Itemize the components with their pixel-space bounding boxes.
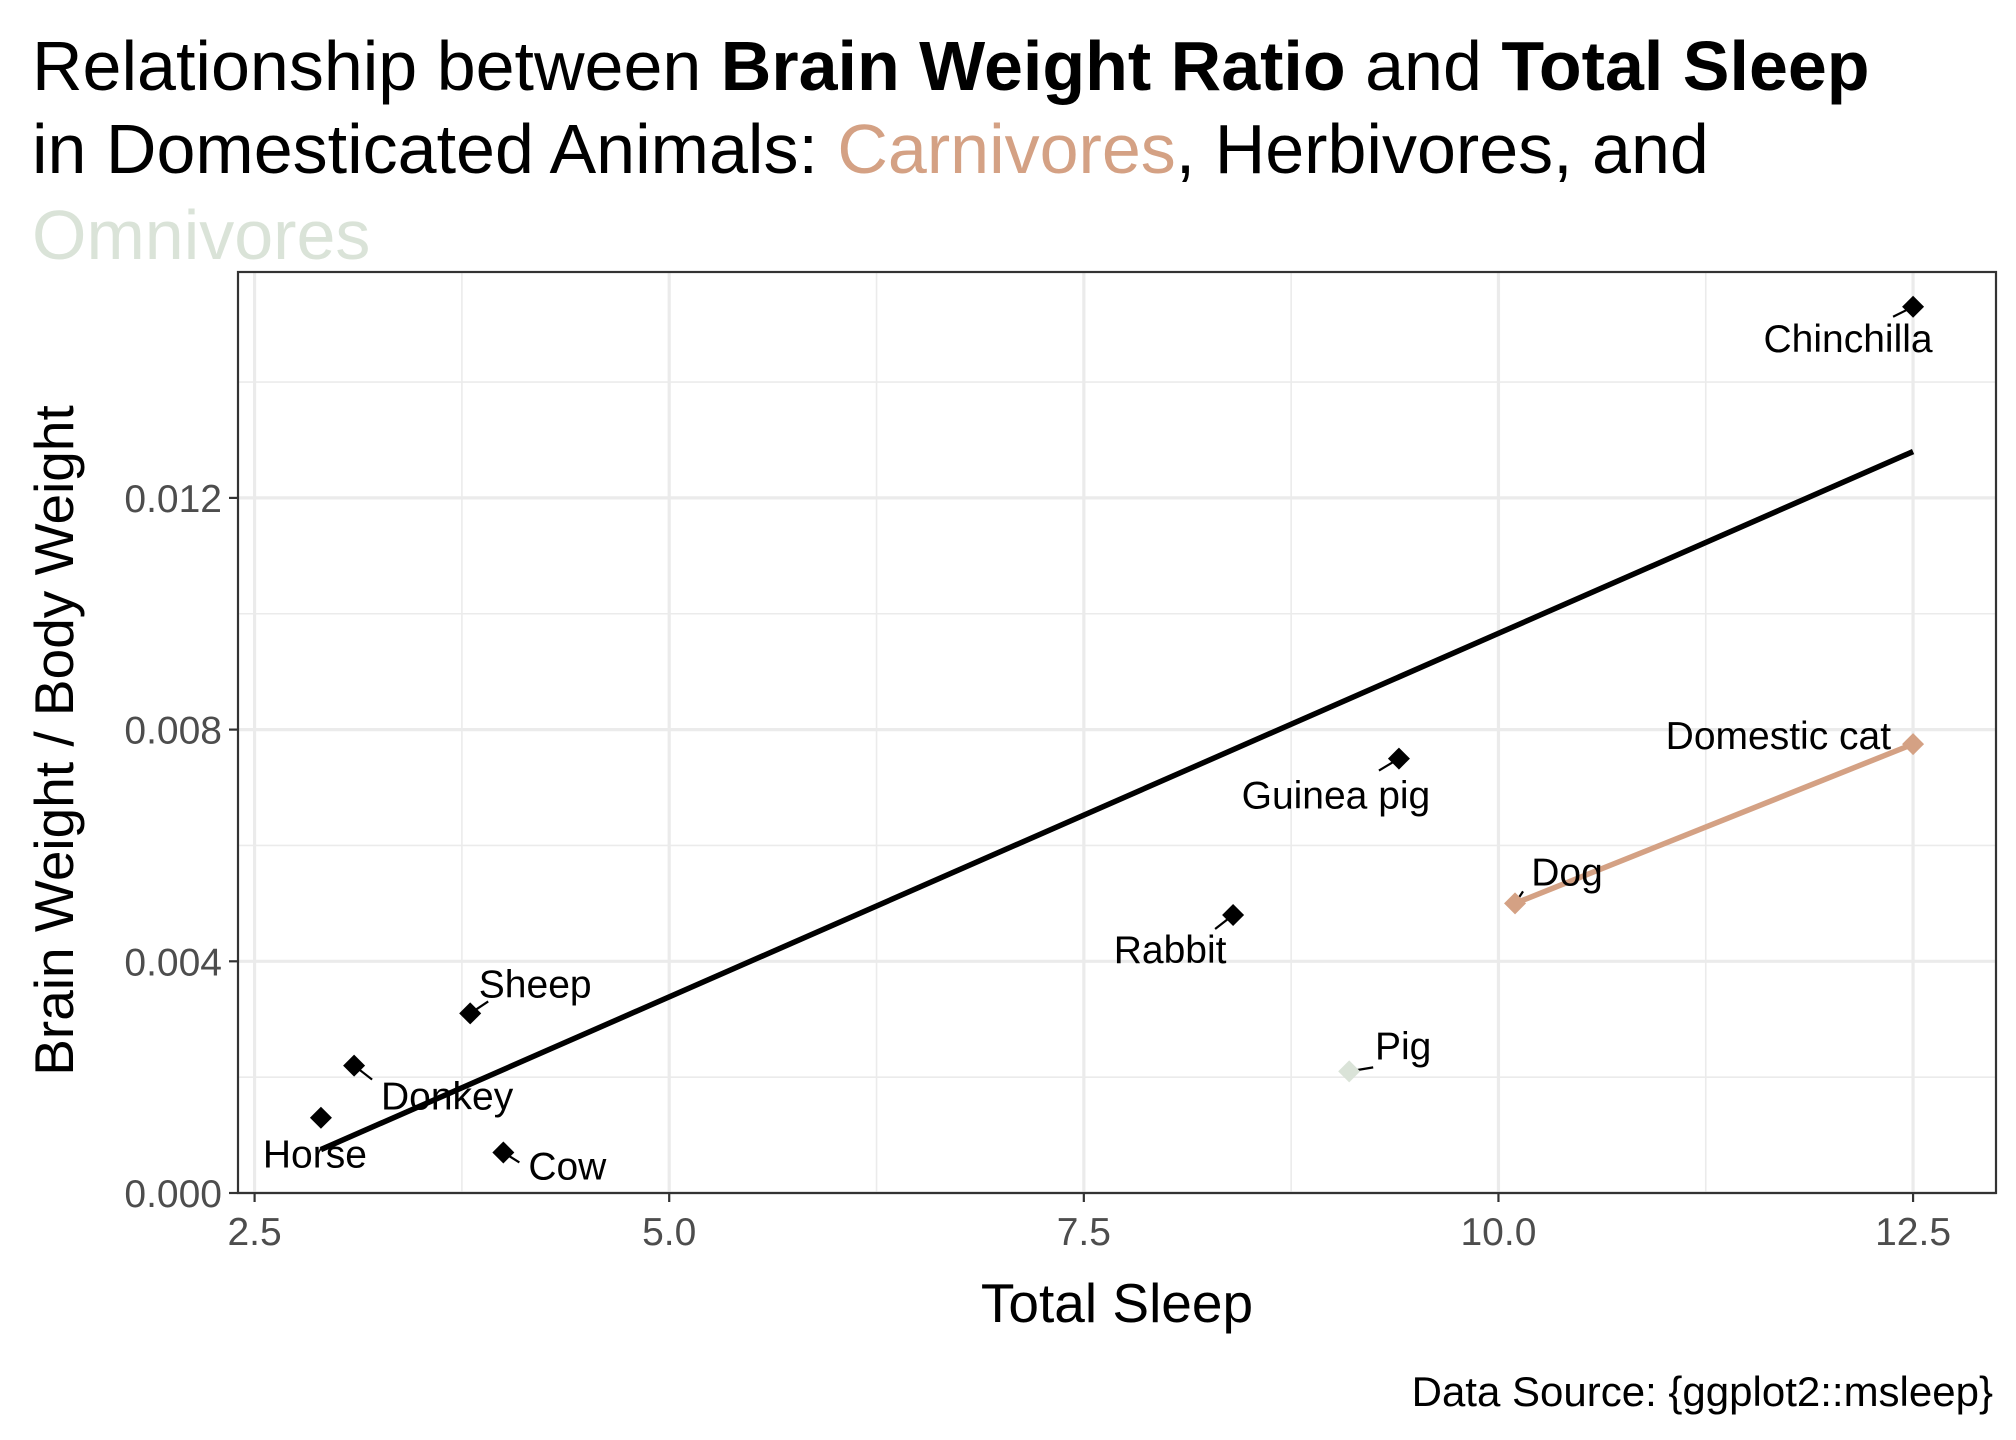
trend-line-carni: [1514, 741, 1915, 906]
title-text-2: and: [1345, 27, 1502, 105]
y-tick-label: 0.008: [124, 710, 222, 753]
data-point-pig: [1338, 1060, 1361, 1083]
data-label-domestic-cat: Domestic cat: [1666, 715, 1892, 758]
title-omnivores: Omnivores: [32, 196, 371, 274]
data-label-pig: Pig: [1375, 1025, 1431, 1068]
x-tick-label: 5.0: [642, 1211, 696, 1254]
data-point-horse: [309, 1106, 332, 1129]
title-brain-weight-ratio: Brain Weight Ratio: [720, 27, 1346, 105]
panel-border: [236, 270, 1998, 1195]
chart-title-line-1: Relationship between Brain Weight Ratio …: [32, 31, 1870, 101]
x-tick-label: 2.5: [227, 1211, 281, 1254]
data-point-cow: [492, 1141, 515, 1164]
title-text-4: , Herbivores, and: [1175, 110, 1709, 188]
chart-title-line-3: Omnivores: [32, 200, 370, 270]
chart-title-line-2: in Domesticated Animals: Carnivores, Her…: [32, 114, 1709, 184]
data-point-chinchilla: [1902, 295, 1925, 318]
x-tick-label: 10.0: [1460, 1211, 1536, 1254]
title-text-3: in Domesticated Animals:: [32, 110, 838, 188]
data-label-guinea-pig: Guinea pig: [1242, 775, 1431, 818]
data-point-guinea-pig: [1387, 747, 1410, 770]
data-point-donkey: [343, 1054, 366, 1077]
data-point-domestic-cat: [1902, 733, 1925, 756]
y-axis-title: Brain Weight / Body Weight: [23, 405, 85, 1076]
x-tick-label: 7.5: [1057, 1211, 1111, 1254]
y-tick-label: 0.000: [124, 1173, 222, 1216]
data-label-dog: Dog: [1531, 851, 1603, 894]
x-axis-title: Total Sleep: [981, 1272, 1253, 1334]
data-source-caption: Data Source: {ggplot2::msleep}: [1411, 1368, 1993, 1415]
data-label-horse: Horse: [263, 1134, 367, 1177]
title-total-sleep: Total Sleep: [1501, 27, 1870, 105]
data-label-cow: Cow: [528, 1145, 607, 1188]
title-carnivores: Carnivores: [837, 110, 1176, 188]
data-point-dog: [1504, 892, 1527, 915]
x-tick-label: 12.5: [1875, 1211, 1951, 1254]
data-label-sheep: Sheep: [479, 963, 592, 1006]
title-text-1: Relationship between: [32, 27, 721, 105]
data-label-chinchilla: Chinchilla: [1764, 318, 1933, 361]
data-point-rabbit: [1222, 903, 1245, 926]
data-point-sheep: [459, 1002, 482, 1025]
data-label-donkey: Donkey: [381, 1076, 514, 1119]
y-tick-label: 0.004: [124, 941, 222, 984]
data-label-rabbit: Rabbit: [1114, 929, 1227, 972]
trend-line-herbi: [319, 449, 1915, 1153]
y-tick-label: 0.012: [124, 478, 222, 521]
